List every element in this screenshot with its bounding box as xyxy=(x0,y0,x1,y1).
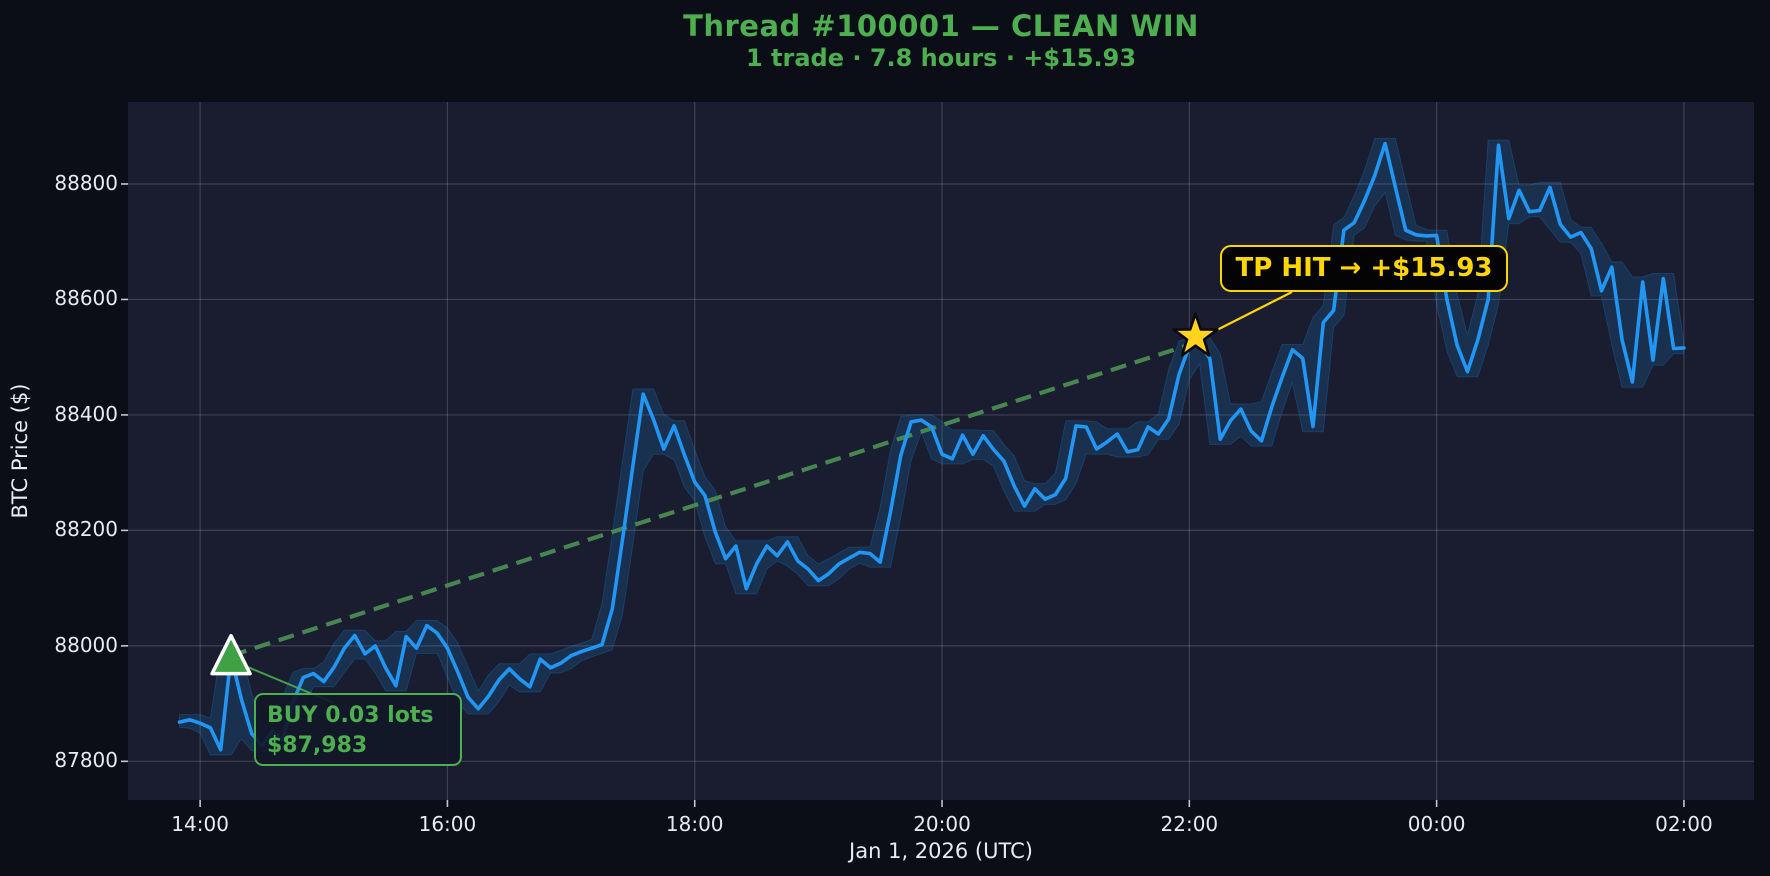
y-axis-tick-label: 88400 xyxy=(54,401,118,426)
x-axis-tick-label: 20:00 xyxy=(913,812,971,836)
chart-subtitle: 1 trade · 7.8 hours · +$15.93 xyxy=(745,44,1137,72)
tp-leader-line xyxy=(1207,291,1293,336)
tp-exit-star-marker xyxy=(1172,312,1219,357)
y-axis-tick-label: 87800 xyxy=(54,748,118,773)
y-axis-tick-label: 88800 xyxy=(54,170,118,195)
entry-exit-trend-dashed-line xyxy=(230,340,1197,658)
entry-buy-triangle-marker xyxy=(210,633,252,676)
x-axis-tick-label: 00:00 xyxy=(1407,812,1466,836)
price-line xyxy=(177,141,1686,752)
high-low-band xyxy=(179,137,1685,756)
x-axis-tick-label: 18:00 xyxy=(665,812,724,836)
y-axis-tick-label: 88000 xyxy=(54,632,118,657)
x-axis-tick-label: 16:00 xyxy=(418,812,477,836)
x-axis-tick-label: 22:00 xyxy=(1160,812,1219,836)
x-axis-tick-label: 02:00 xyxy=(1655,812,1713,836)
tp-hit-annotation: TP HIT → +$15.93 xyxy=(1220,245,1508,292)
y-axis-tick-label: 88600 xyxy=(54,286,118,311)
chart-title: Thread #100001 — CLEAN WIN xyxy=(683,9,1199,43)
x-axis-label: Jan 1, 2026 (UTC) xyxy=(849,839,1033,863)
y-axis-tick-label: 88200 xyxy=(54,517,118,542)
buy-entry-annotation-price: $87,983 xyxy=(267,733,368,758)
buy-entry-annotation: BUY 0.03 lots $87,983 xyxy=(254,693,462,766)
x-axis-tick-label: 14:00 xyxy=(171,812,229,836)
buy-entry-annotation-line1: BUY 0.03 lots xyxy=(267,703,434,728)
